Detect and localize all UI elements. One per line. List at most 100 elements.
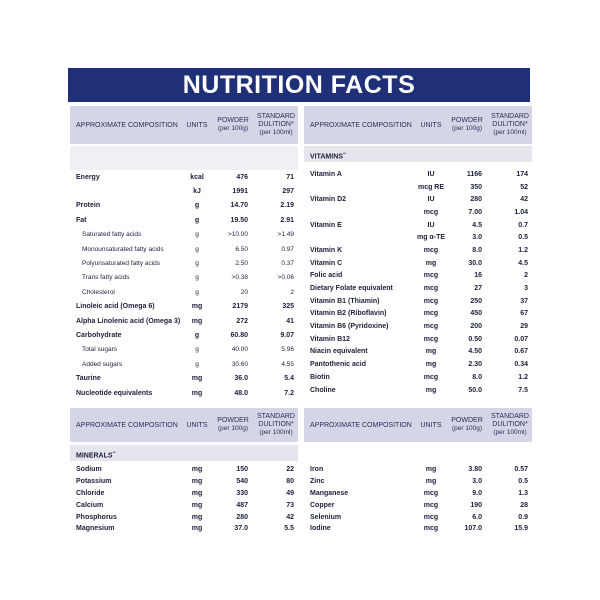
page-title: NUTRITION FACTS [182,70,416,99]
nutrient-unit: mcg [423,489,439,497]
nutrient-name: Energy [76,173,100,181]
nutrient-name: Vitamin K [310,246,343,254]
table-row: Vitamin B12 mcg 0.50 0.07 [304,333,532,346]
nutrient-name: Monounsaturated fatty acids [82,245,164,253]
nutrient-unit: mcg [423,373,439,381]
standard-value: 3 [524,285,528,293]
table-row: Phosphorus mg 280 42 [70,511,298,523]
nutrient-unit: g [195,245,199,253]
nutrient-unit: mcg [423,246,439,254]
table-row: Nucleotide equivalents mg 48.0 7.2 [70,386,298,400]
header-standard: STANDARD DULITION* (per 100ml) [491,113,529,136]
standard-value: 42 [520,196,528,204]
powder-value: 50.0 [468,386,482,394]
powder-value: 487 [236,501,248,509]
powder-value: 200 [470,323,482,331]
nutrient-name: Fat [76,216,87,224]
nutrient-name: Total sugars [82,346,118,354]
powder-value: 36.0 [234,375,248,383]
table-row: Iodine mcg 107.0 15.9 [304,523,532,535]
standard-value: 22 [286,466,294,474]
nutrient-unit: mg α-TE [416,234,446,242]
standard-value: 67 [520,310,528,318]
section-gap [304,445,532,461]
nutrient-name: Vitamin C [310,259,343,267]
minerals-right-table: Iron mg 3.80 0.57 Zinc mg 3.0 0.5 Manganese mcg 9.… [304,464,532,535]
standard-value: 0.5 [518,234,528,242]
nutrient-name: Alpha Linolenic acid (Omega 3) [76,317,181,325]
powder-value: 30.60 [231,360,248,368]
nutrient-unit: g [195,346,199,354]
nutrient-name: Protein [76,202,101,210]
nutrient-unit: mcg [423,297,439,305]
powder-value: 4.50 [468,348,482,356]
nutrient-unit: mg [191,303,203,311]
powder-value: 2179 [232,303,248,311]
powder-value: 6.50 [235,245,248,253]
standard-value: >1.49 [277,231,294,239]
standard-value: 4.55 [281,360,294,368]
nutrient-unit: mcg [423,335,439,343]
standard-value: 0.34 [514,361,528,369]
nutrient-name: Dietary Folate equivalent [310,285,393,293]
nutrient-unit: g [194,216,200,224]
nutrient-unit: mcg RE [417,183,445,191]
table-row: mcg RE 350 52 [304,181,532,194]
standard-value: 0.7 [518,221,528,229]
nutrient-unit: kcal [190,173,204,181]
table-row: Pantothenic acid mg 2.30 0.34 [304,358,532,371]
nutrient-name: Phosphorus [76,513,117,521]
standard-value: 174 [516,170,528,178]
nutrient-unit: mg [425,386,437,394]
header-powder: POWDER (per 100g) [451,117,483,132]
nutrient-name: Taurine [76,375,101,383]
standard-value: 29 [520,323,528,331]
standard-value: 325 [282,303,294,311]
table-row: Sodium mg 150 22 [70,464,298,476]
powder-value: 40.00 [231,346,248,354]
nutrient-name: Linoleic acid (Omega 6) [76,303,155,311]
nutrient-name: Carbohydrate [76,331,122,339]
nutrient-name: Vitamin B2 (Riboflavin) [310,310,387,318]
nutrient-name: Nucleotide equivalents [76,389,153,397]
nutrient-unit: mg [191,478,203,486]
table-row: Vitamin B6 (Pyridoxine) mcg 200 29 [304,320,532,333]
powder-value: 3.0 [472,234,482,242]
nutrient-unit: mcg [423,208,439,216]
powder-value: 107.0 [464,525,482,533]
table-row: Polyunsaturated fatty acids g 2.50 0.37 [70,256,298,270]
header-standard: STANDARD DULITION* (per 100ml) [257,413,295,436]
nutrient-name: Vitamin B6 (Pyridoxine) [310,323,389,331]
nutrient-unit: mg [191,317,203,325]
powder-value: 0.50 [468,335,482,343]
powder-value: 48.0 [234,389,248,397]
powder-value: >10.00 [227,231,248,239]
table-row: Vitamin K mcg 8.0 1.2 [304,244,532,257]
table-row: Dietary Folate equivalent mcg 27 3 [304,282,532,295]
table-row: mg α-TE 3.0 0.5 [304,231,532,244]
table-row: Folic acid mcg 16 2 [304,270,532,283]
table-row: Magnesium mg 37.0 5.5 [70,523,298,535]
standard-value: 2.19 [280,202,294,210]
nutrient-unit: mcg [423,525,439,533]
powder-value: 330 [236,489,248,497]
powder-value: >0.38 [231,274,248,282]
nutrient-name: Iodine [310,525,331,533]
header-powder: POWDER (per 100g) [217,117,249,132]
table-row: Vitamin D2 IU 280 42 [304,193,532,206]
standard-value: 15.9 [514,525,528,533]
standard-value: 0.67 [514,348,528,356]
column-header: APPROXIMATE COMPOSITION UNITS POWDER (per… [304,106,532,144]
powder-value: 8.0 [472,373,482,381]
nutrient-unit: g [195,360,199,368]
powder-value: 280 [470,196,482,204]
powder-value: 20 [240,288,248,296]
standard-value: 2 [524,272,528,280]
table-row: Linoleic acid (Omega 6) mg 2179 325 [70,300,298,314]
table-row: Copper mcg 190 28 [304,499,532,511]
nutrient-unit: mg [191,501,203,509]
nutrient-unit: mg [425,466,437,474]
header-composition: APPROXIMATE COMPOSITION [310,121,412,129]
header-units: UNITS [420,421,442,429]
nutrient-unit: mg [425,478,437,486]
